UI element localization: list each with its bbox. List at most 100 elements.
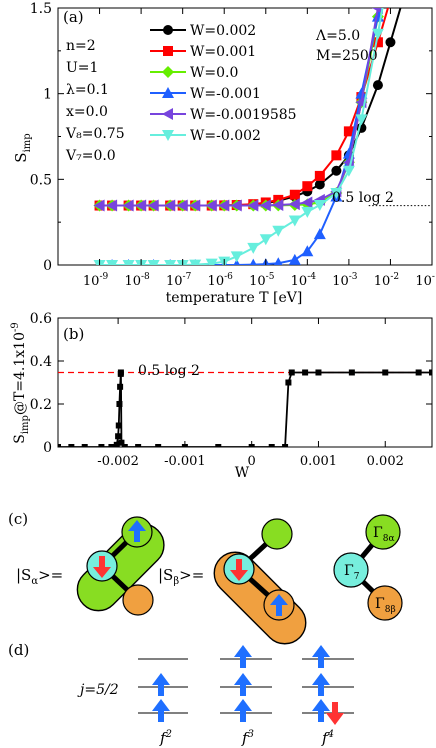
beta-gamma8a-orbital: [261, 518, 293, 550]
data-point: [355, 87, 368, 99]
legend-label: W=0.002: [190, 23, 256, 39]
panel-a-params: n=2 U=1 λ=0.1 x=0.0 V₈=0.75 V₇=0.0 Λ=5.0…: [65, 28, 378, 164]
data-point: [268, 444, 275, 447]
data-point: [164, 199, 176, 212]
data-point: [147, 199, 159, 212]
x-tick-label: 0.001: [300, 454, 337, 469]
data-point: [215, 444, 222, 447]
data-point: [385, 37, 396, 48]
up-arrow-icon: [270, 594, 288, 616]
data-point: [301, 245, 314, 257]
x-tick-label: 10-2: [374, 272, 399, 289]
panel-b-ticks: -0.002 -0.001 0 0.001 0.002 0 0.2 0.4 0.6: [30, 311, 432, 469]
panel-a-ylabel: Simp: [12, 133, 33, 162]
y-tick-label: 1.5: [30, 1, 52, 17]
series-line: [58, 371, 432, 447]
j-label: j=5/2: [77, 682, 119, 698]
data-point: [106, 260, 119, 265]
data-point: [249, 258, 257, 265]
up-arrow-icon: [312, 699, 330, 722]
up-arrow-icon: [234, 699, 252, 722]
config-f2: f2: [138, 658, 188, 747]
panel-b-frame: [57, 317, 433, 448]
y-tick-label: 0.6: [30, 311, 52, 327]
data-point: [313, 200, 326, 212]
state-beta-diagram: [213, 518, 307, 645]
orbital-legend: Γ8α Γ7 Γ8β: [333, 514, 403, 621]
up-arrow-icon: [312, 673, 330, 696]
series-line: [99, 8, 384, 265]
data-point: [272, 199, 284, 212]
data-point: [315, 369, 322, 376]
panel-a-chart: 10-9 10-8 10-7 10-6 10-5 10-4 10-3 10-2 10-1 0 0.5…: [12, 1, 436, 306]
legend-marker: [163, 25, 173, 35]
x-tick-label: 10-5: [249, 272, 275, 289]
panel-a-ticks: 10-9 10-8 10-7 10-6 10-5 10-4 10-3 10-2 10-1 0 0.5…: [30, 1, 436, 289]
legend-marker: [162, 130, 174, 141]
param-Lambda: Λ=5.0: [315, 28, 360, 44]
data-point: [313, 228, 326, 240]
x-tick-label: 10-6: [208, 272, 234, 289]
data-point: [372, 37, 383, 48]
legend-label: W=-0.001: [190, 86, 261, 102]
legend-marker: [162, 66, 174, 78]
data-point: [301, 196, 313, 209]
data-point: [155, 444, 162, 447]
data-point: [230, 251, 243, 263]
alpha-gamma8b-orbital: [122, 584, 154, 616]
up-arrow-icon: [234, 645, 252, 668]
x-tick-label: -0.001: [164, 454, 206, 469]
data-point: [415, 369, 422, 376]
param-M: M=2500: [316, 48, 378, 64]
data-point: [117, 369, 124, 376]
data-point: [274, 257, 283, 265]
legend-marker: [162, 108, 173, 120]
data-point: [301, 206, 314, 218]
data-point: [382, 369, 389, 376]
legend-entry: W=0.001: [150, 44, 256, 60]
data-point: [122, 260, 135, 265]
legend-label: W=-0.0019585: [190, 107, 297, 123]
data-point: [289, 189, 300, 200]
data-point: [135, 444, 142, 447]
x-tick-label: 10-3: [332, 272, 358, 289]
panel-a-annotation: 0.5 log 2: [332, 190, 394, 206]
panel-a-legend: W=0.002 W=0.001 W=0.0 W=-0.001 W=-0.0019585 W…: [150, 23, 297, 144]
data-point: [118, 439, 125, 446]
y-tick-label: 0.5: [30, 172, 52, 188]
x-tick-label: 10-1: [415, 272, 436, 289]
y-tick-label: 0: [43, 440, 52, 456]
data-point: [164, 260, 177, 265]
legend-marker: [162, 87, 174, 98]
data-point: [189, 259, 202, 265]
data-point: [372, 80, 383, 91]
up-arrow-icon: [234, 673, 252, 696]
panel-b-annotation: 0.5 log 2: [138, 363, 200, 379]
y-tick-label: 0.2: [30, 397, 52, 413]
x-tick-label: 0.002: [367, 454, 404, 469]
data-point: [115, 422, 122, 429]
y-tick-label: 0.4: [30, 354, 52, 370]
ket-beta-label: |Sβ>=: [158, 566, 204, 587]
beta-bond-highlight: [213, 551, 307, 645]
data-point: [302, 369, 309, 376]
data-point: [116, 401, 123, 407]
legend-entry: W=0.0: [150, 65, 238, 81]
data-point: [135, 199, 147, 212]
data-point: [117, 383, 124, 390]
data-point: [288, 253, 301, 265]
data-point: [331, 165, 342, 176]
data-point: [247, 199, 259, 212]
config-f3-label: f3: [241, 729, 254, 747]
data-point: [68, 444, 75, 447]
data-point: [355, 114, 368, 126]
data-point: [371, 28, 384, 40]
config-f4: f4: [302, 645, 354, 747]
panel-b-series: [58, 369, 432, 447]
data-point: [147, 260, 160, 265]
data-point: [189, 199, 201, 212]
x-tick-label: 0: [248, 454, 256, 469]
data-point: [122, 199, 134, 212]
data-point: [285, 379, 292, 386]
data-point: [113, 441, 120, 447]
